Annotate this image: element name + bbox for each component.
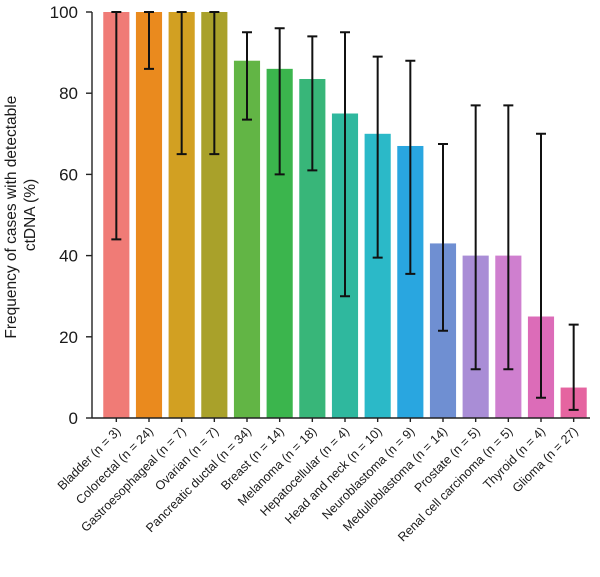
error-bar bbox=[209, 11, 220, 156]
error-bar bbox=[144, 11, 154, 70]
error-bar bbox=[470, 104, 481, 371]
error-bar bbox=[405, 59, 416, 275]
error-bar bbox=[340, 31, 350, 298]
y-tick-label: 60 bbox=[59, 165, 78, 184]
y-tick-label: 40 bbox=[59, 247, 78, 266]
y-axis-label-line-1: Frequency of cases with detectable bbox=[3, 96, 20, 339]
error-bar bbox=[176, 11, 187, 156]
y-tick-label: 0 bbox=[69, 409, 78, 428]
y-axis-label-line-2: ctDNA (%) bbox=[22, 179, 39, 251]
error-bar bbox=[111, 11, 122, 241]
y-tick-label: 20 bbox=[59, 328, 78, 347]
error-bar bbox=[503, 104, 514, 371]
error-bar bbox=[568, 323, 579, 411]
bars-layer bbox=[103, 12, 587, 419]
error-bar bbox=[242, 31, 252, 121]
category-labels: Bladder (n = 3)Colorectal (n = 24)Gastro… bbox=[55, 418, 581, 544]
y-axis-label: Frequency of cases with detectable ctDNA… bbox=[3, 91, 39, 338]
axes-layer bbox=[91, 12, 590, 419]
error-bar bbox=[274, 27, 285, 176]
y-tick-label: 100 bbox=[50, 3, 78, 22]
error-bar bbox=[438, 142, 448, 332]
error-bar bbox=[307, 35, 318, 172]
error-bar bbox=[372, 55, 383, 259]
error-bar bbox=[536, 132, 546, 399]
error-bars-layer bbox=[111, 11, 579, 411]
y-ticks: 0 20 40 60 80 100 bbox=[50, 3, 92, 428]
y-tick-label: 80 bbox=[59, 84, 78, 103]
bar bbox=[135, 12, 163, 418]
